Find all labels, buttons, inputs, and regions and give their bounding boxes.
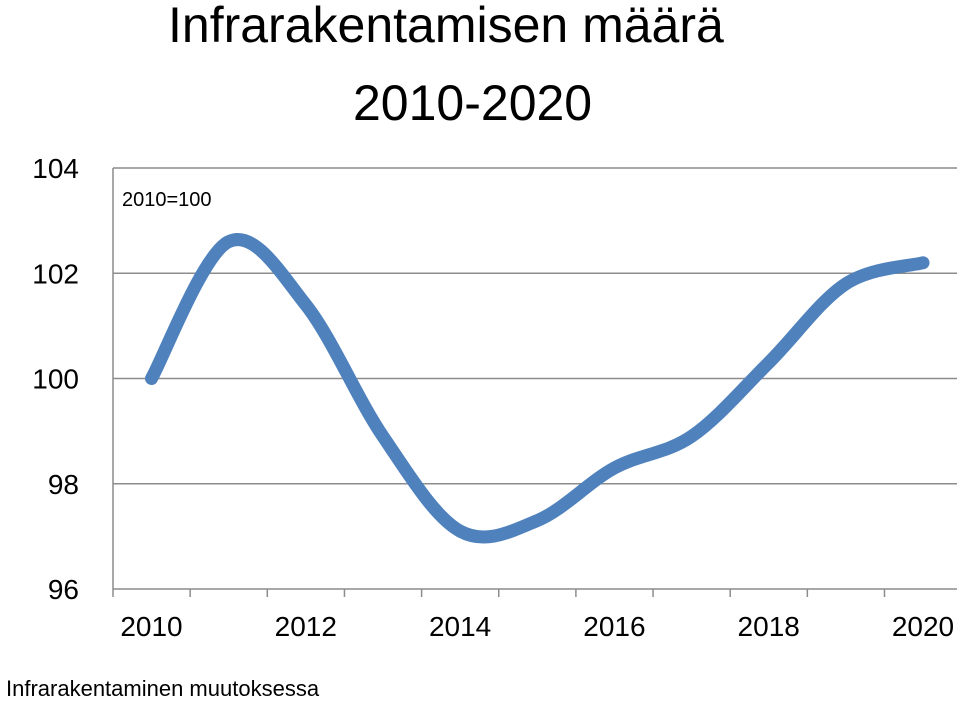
- y-tick-label: 96: [48, 574, 79, 605]
- x-tick-labels: 2010 2012 2014 2016 2018 2020: [120, 611, 954, 642]
- x-tick-label: 2016: [583, 611, 645, 642]
- y-tick-label: 100: [32, 364, 79, 395]
- y-tick-label: 98: [48, 469, 79, 500]
- y-tick-label: 104: [32, 153, 79, 184]
- x-tick-label: 2014: [429, 611, 491, 642]
- series-group: [151, 240, 923, 537]
- x-tick-label: 2018: [738, 611, 800, 642]
- index-annotation: 2010=100: [122, 189, 212, 211]
- x-tick-label: 2010: [120, 611, 182, 642]
- series-line: [152, 240, 924, 537]
- y-tick-label: 102: [32, 258, 79, 289]
- axes: [113, 168, 957, 597]
- x-tick-label: 2020: [892, 611, 954, 642]
- x-tick-label: 2012: [275, 611, 337, 642]
- footer-label: Infrarakentaminen muutoksessa: [6, 676, 319, 702]
- y-tick-labels: 96 98 100 102 104: [32, 153, 79, 605]
- gridlines: [113, 168, 957, 484]
